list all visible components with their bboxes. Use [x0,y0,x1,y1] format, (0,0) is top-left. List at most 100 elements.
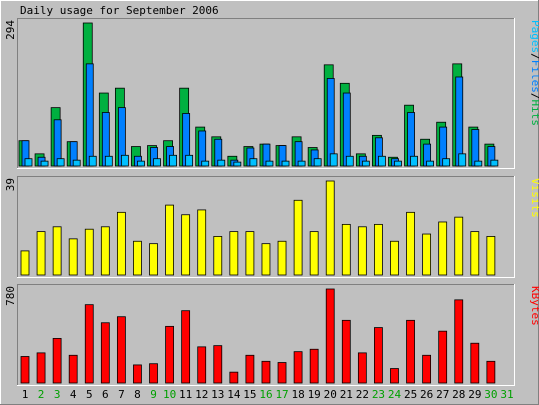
pages-bar-day-2 [40,160,49,167]
day-label-7: 7 [118,388,125,401]
legend-entry: / [529,53,539,60]
day-label-31: 31 [500,388,513,401]
kbytes-bar-day-12 [197,346,207,384]
day-label-21: 21 [340,388,353,401]
visits-bar-day-24 [390,240,399,276]
visits-bar-day-9 [149,243,158,276]
pages-bar-day-3 [56,158,65,167]
legend-entry: Pages [529,20,539,53]
visits-bar-day-21 [341,223,351,276]
day-label-25: 25 [404,388,417,401]
kbytes-bar-day-24 [390,368,399,384]
visits-bar-day-7 [116,211,126,276]
day-label-4: 4 [70,388,77,401]
kbytes-bar-day-30 [486,360,496,384]
pages-bar-day-24 [394,160,402,167]
day-label-10: 10 [163,388,176,401]
day-label-23: 23 [372,388,385,401]
day-label-17: 17 [275,388,288,401]
visits-bar-day-19 [309,231,319,276]
pages-bar-day-22 [361,160,370,167]
kbytes-bar-day-2 [36,352,46,384]
day-label-13: 13 [211,388,224,401]
visits-bar-day-2 [36,231,46,276]
pages-bar-day-10 [169,154,177,167]
visits-bar-day-10 [165,204,174,276]
pages-bar-day-21 [345,155,354,167]
visits-bar-day-13 [213,236,223,276]
x-axis-day-labels: 1 2 3 4 5 6 7 8 9 10 11 12 13 14 15 16 17 18 19 20 21 22 23 24 2… [22,388,514,401]
kbytes-bar-day-15 [245,354,255,384]
files-bar-day-29 [471,129,480,167]
pages-bar-day-25 [410,155,418,167]
files-bar-day-20 [326,78,335,167]
kbytes-bar-day-17 [277,362,287,384]
visits-bar-day-14 [229,231,239,276]
day-label-22: 22 [356,388,369,401]
day-label-5: 5 [86,388,93,401]
visits-bar-day-20 [325,180,335,276]
day-label-8: 8 [134,388,141,401]
day-label-29: 29 [468,388,481,401]
panel-usage-max-label: 294 [4,20,17,40]
pages-bar-day-20 [329,153,338,167]
files-bar-day-28 [455,76,464,167]
visits-bar-day-15 [245,231,255,276]
visits-bar-day-26 [422,233,432,276]
day-label-20: 20 [324,388,337,401]
pages-bar-day-28 [458,153,467,167]
legend-entry: KBytes [529,286,539,326]
pages-bar-day-30 [490,159,499,167]
pages-bar-day-15 [249,158,258,167]
visits-bar-day-16 [261,243,271,276]
pages-bar-day-17 [281,160,290,167]
visits-bar-day-8 [133,240,142,276]
pages-bar-day-14 [233,161,242,167]
kbytes-bar-day-25 [406,319,415,384]
day-label-19: 19 [308,388,321,401]
pages-bar-day-8 [137,160,145,167]
pages-bar-day-18 [297,160,306,167]
kbytes-bar-day-6 [100,322,110,384]
visits-bar-day-5 [84,228,94,276]
day-label-28: 28 [452,388,465,401]
day-label-12: 12 [195,388,208,401]
visits-bar-day-23 [374,223,383,276]
visits-bar-day-1 [20,250,30,276]
panel-visits-legend: Visits [529,178,539,218]
legend-entry: / [529,93,539,100]
pages-bar-day-12 [201,160,210,167]
series-pages [24,153,499,167]
legend-entry: Visits [529,178,539,218]
day-label-27: 27 [436,388,449,401]
pages-bar-day-16 [265,160,274,167]
visits-bar-day-3 [52,226,62,276]
chart-title: Daily usage for September 2006 [20,4,219,17]
visits-bar-day-11 [181,214,191,276]
panel-visits: 39 Visits [4,176,539,278]
day-label-18: 18 [292,388,305,401]
kbytes-bar-day-19 [309,348,319,384]
pages-bar-day-11 [185,154,194,167]
panel-visits-max-label: 39 [4,178,17,191]
visits-bar-day-18 [293,199,303,276]
series-visits [20,180,496,276]
day-label-14: 14 [227,388,241,401]
visits-bar-day-6 [100,226,110,276]
visits-bar-day-12 [197,209,207,276]
day-label-2: 2 [38,388,45,401]
pages-bar-day-1 [24,158,33,167]
day-label-15: 15 [243,388,256,401]
kbytes-bar-day-18 [293,351,303,384]
visits-bar-day-30 [486,236,496,276]
day-label-30: 30 [484,388,497,401]
pages-bar-day-23 [378,155,386,167]
kbytes-bar-day-20 [325,288,335,384]
kbytes-bar-day-23 [374,327,383,384]
pages-bar-day-13 [217,159,226,167]
visits-bar-day-29 [470,231,480,276]
kbytes-bar-day-26 [422,354,432,384]
